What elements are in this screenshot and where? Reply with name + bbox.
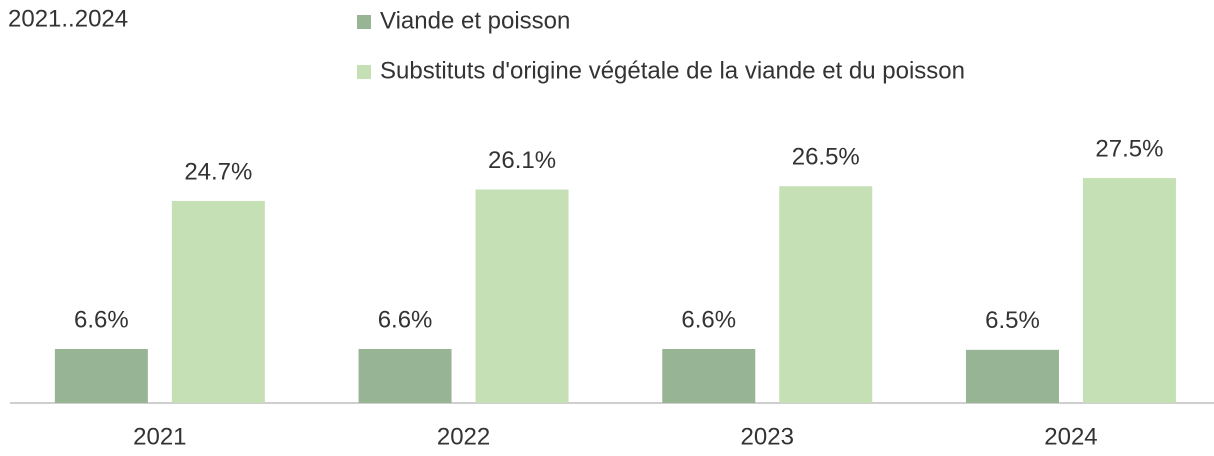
data-label: 6.6% xyxy=(378,306,433,333)
legend-label: Viande et poisson xyxy=(380,7,570,34)
bar xyxy=(779,186,873,403)
legend-label: Substituts d'origine végétale de la vian… xyxy=(380,57,965,84)
bar xyxy=(662,349,756,403)
bar xyxy=(358,349,452,403)
bar xyxy=(965,349,1059,403)
legend-swatch xyxy=(357,15,371,29)
x-tick-label: 2023 xyxy=(741,423,794,450)
legend-swatch xyxy=(357,65,371,79)
data-label: 26.5% xyxy=(792,144,860,171)
data-label: 24.7% xyxy=(184,158,252,185)
data-label: 26.1% xyxy=(488,147,556,174)
data-label: 6.6% xyxy=(74,306,129,333)
bar xyxy=(475,189,569,403)
bar xyxy=(1082,178,1176,403)
x-tick-label: 2024 xyxy=(1044,423,1097,450)
bar xyxy=(171,200,265,403)
x-tick-label: 2022 xyxy=(437,423,490,450)
x-tick-label: 2021 xyxy=(133,423,186,450)
data-label: 6.5% xyxy=(985,307,1040,334)
chart-title: 2021..2024 xyxy=(8,5,128,32)
bar xyxy=(54,349,148,403)
data-label: 27.5% xyxy=(1095,135,1163,162)
data-label: 6.6% xyxy=(681,306,736,333)
